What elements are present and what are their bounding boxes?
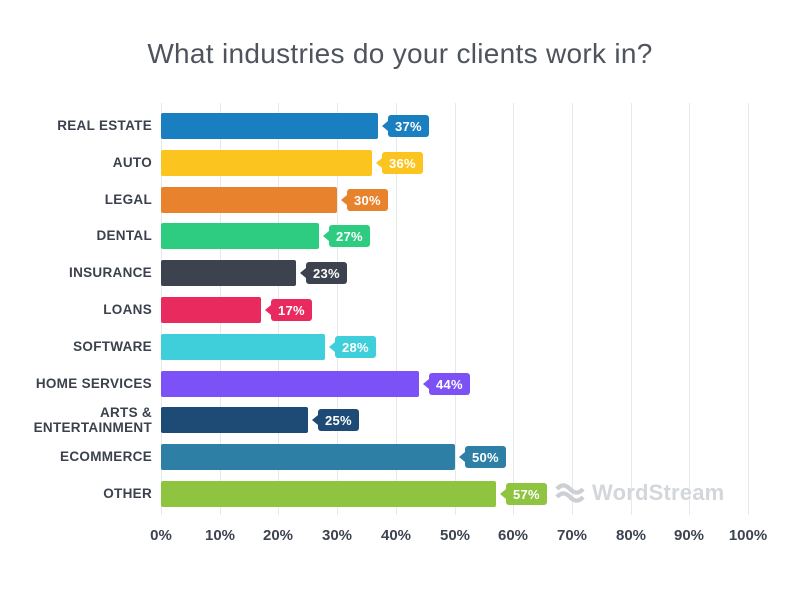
category-label: HOME SERVICES bbox=[35, 376, 152, 392]
value-label: 36% bbox=[389, 155, 416, 171]
category-label: LEGAL bbox=[104, 192, 152, 208]
chart-title: What industries do your clients work in? bbox=[147, 38, 653, 69]
value-badge: 50% bbox=[459, 446, 506, 468]
gridline bbox=[689, 103, 690, 515]
x-axis-tick-label: 100% bbox=[728, 527, 768, 544]
badge-arrow-icon bbox=[382, 121, 388, 131]
value-badge: 27% bbox=[323, 225, 370, 247]
gridline bbox=[396, 103, 397, 515]
bar-row: LOANS 17% bbox=[0, 297, 800, 323]
x-axis-tick-label: 30% bbox=[321, 527, 353, 544]
value-label: 27% bbox=[336, 228, 363, 244]
value-label: 44% bbox=[436, 376, 463, 392]
badge-arrow-icon bbox=[459, 452, 465, 462]
value-badge: 28% bbox=[329, 336, 376, 358]
value-badge: 57% bbox=[500, 483, 547, 505]
gridline bbox=[572, 103, 573, 515]
value-label: 30% bbox=[354, 192, 381, 208]
badge-arrow-icon bbox=[329, 342, 335, 352]
bar bbox=[161, 150, 372, 176]
x-axis-tick-label: 90% bbox=[673, 527, 705, 544]
category-label: SOFTWARE bbox=[73, 339, 152, 355]
gridline bbox=[513, 103, 514, 515]
bar bbox=[161, 297, 261, 323]
bar-row: AUTO 36% bbox=[0, 150, 800, 176]
bar-row: SOFTWARE 28% bbox=[0, 334, 800, 360]
x-axis-tick-label: 40% bbox=[380, 527, 412, 544]
wordstream-wordmark: WordStream bbox=[592, 480, 725, 505]
gridline bbox=[748, 103, 749, 515]
badge-arrow-icon bbox=[500, 489, 506, 499]
wordstream-watermark: WordStream bbox=[555, 480, 724, 506]
bar bbox=[161, 407, 308, 433]
x-axis-tick-label: 50% bbox=[439, 527, 471, 544]
x-axis-tick-label: 10% bbox=[204, 527, 236, 544]
x-axis-tick-label: 60% bbox=[497, 527, 529, 544]
bar-row: REAL ESTATE 37% bbox=[0, 113, 800, 139]
badge-arrow-icon bbox=[341, 195, 347, 205]
bar bbox=[161, 481, 496, 507]
category-label: REAL ESTATE bbox=[57, 118, 152, 134]
bar-row: INSURANCE 23% bbox=[0, 260, 800, 286]
bar bbox=[161, 187, 337, 213]
badge-arrow-icon bbox=[423, 379, 429, 389]
value-label: 17% bbox=[278, 302, 305, 318]
badge-arrow-icon bbox=[323, 231, 329, 241]
bar bbox=[161, 260, 296, 286]
bar bbox=[161, 223, 319, 249]
value-label: 37% bbox=[395, 118, 422, 134]
category-label: DENTAL bbox=[96, 228, 152, 244]
gridline bbox=[337, 103, 338, 515]
value-label: 50% bbox=[472, 449, 499, 465]
category-label: INSURANCE bbox=[69, 265, 152, 281]
category-label: LOANS bbox=[103, 302, 152, 318]
value-badge: 37% bbox=[382, 115, 429, 137]
category-label: ECOMMERCE bbox=[60, 449, 152, 465]
gridline bbox=[631, 103, 632, 515]
bar-row: ARTS & ENTERTAINMENT 25% bbox=[0, 404, 800, 435]
value-label: 25% bbox=[325, 412, 352, 428]
bar bbox=[161, 371, 419, 397]
bar-row: ECOMMERCE 50% bbox=[0, 444, 800, 470]
value-badge: 30% bbox=[341, 189, 388, 211]
value-badge: 44% bbox=[423, 373, 470, 395]
value-label: 57% bbox=[513, 486, 540, 502]
bar bbox=[161, 334, 325, 360]
bar-row: HOME SERVICES 44% bbox=[0, 371, 800, 397]
badge-arrow-icon bbox=[265, 305, 271, 315]
category-label: OTHER bbox=[103, 486, 152, 502]
category-label: AUTO bbox=[112, 155, 152, 171]
category-label: ARTS & ENTERTAINMENT bbox=[33, 404, 152, 435]
bar-row: LEGAL 30% bbox=[0, 187, 800, 213]
badge-arrow-icon bbox=[312, 415, 318, 425]
value-badge: 36% bbox=[376, 152, 423, 174]
x-axis-tick-label: 20% bbox=[262, 527, 294, 544]
bar bbox=[161, 113, 378, 139]
bar bbox=[161, 444, 455, 470]
x-axis-tick-label: 80% bbox=[615, 527, 647, 544]
wordstream-waves-icon bbox=[555, 483, 585, 503]
value-badge: 23% bbox=[300, 262, 347, 284]
bar-row: DENTAL 27% bbox=[0, 223, 800, 249]
badge-arrow-icon bbox=[300, 268, 306, 278]
value-badge: 17% bbox=[265, 299, 312, 321]
badge-arrow-icon bbox=[376, 158, 382, 168]
value-label: 28% bbox=[342, 339, 369, 355]
x-axis-tick-label: 70% bbox=[556, 527, 588, 544]
gridline bbox=[455, 103, 456, 515]
value-label: 23% bbox=[313, 265, 340, 281]
x-axis-tick-label: 0% bbox=[150, 527, 172, 544]
bar-row: OTHER 57% bbox=[0, 481, 800, 507]
value-badge: 25% bbox=[312, 409, 359, 431]
